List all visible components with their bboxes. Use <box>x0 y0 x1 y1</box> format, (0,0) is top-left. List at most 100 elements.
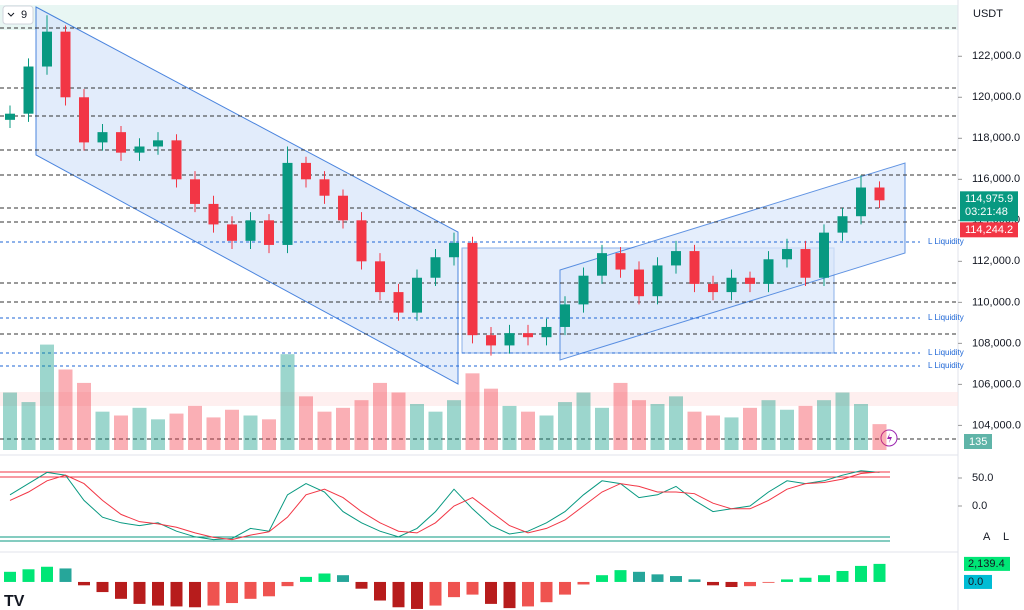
volume-bar <box>817 400 831 450</box>
histogram-bar <box>688 579 701 582</box>
histogram-bar <box>244 581 257 599</box>
volume-bar <box>613 382 628 450</box>
candle-body <box>171 140 182 180</box>
histogram-bar <box>263 581 275 597</box>
histogram-bar <box>707 581 719 586</box>
scale-button[interactable]: L <box>1003 531 1009 543</box>
histogram-bar <box>744 581 756 587</box>
histogram-bar <box>651 574 664 582</box>
histogram-bar <box>670 576 682 582</box>
volume-bar <box>3 392 17 450</box>
volume-bar <box>114 415 128 450</box>
candle-body <box>375 261 385 293</box>
volume-bar <box>58 369 73 450</box>
liquidity-label: L Liquidity <box>928 313 964 322</box>
candle-body <box>245 220 256 241</box>
y-tick-label: 116,000.0 <box>972 173 1020 185</box>
volume-bar <box>243 415 258 450</box>
candle-body <box>208 203 219 225</box>
down-channel <box>35 6 459 385</box>
volume-bar <box>262 419 276 450</box>
candle-body <box>615 253 626 270</box>
volume-bar <box>410 404 424 450</box>
volume-bar <box>373 382 387 450</box>
candle-body <box>800 249 811 278</box>
volume-bar <box>391 392 406 450</box>
histogram-bar <box>503 581 516 609</box>
volume-bar <box>40 344 54 450</box>
liquidity-label: L Liquidity <box>928 348 964 357</box>
volume-bar <box>743 407 757 450</box>
volume-bar <box>132 407 147 450</box>
histogram-bar <box>41 566 53 582</box>
histogram-bar <box>429 581 442 606</box>
candle-body <box>23 66 34 114</box>
volume-bar <box>21 402 36 450</box>
candle-body <box>523 333 533 338</box>
histogram-bar <box>540 581 553 603</box>
volume-bar <box>299 396 313 450</box>
histogram-bar <box>300 576 312 582</box>
candle-body <box>79 97 89 143</box>
volume-bar <box>336 407 350 450</box>
candle-body <box>227 224 237 241</box>
y-tick-label: 50.0 <box>972 472 993 484</box>
scale-button[interactable]: A <box>983 531 991 543</box>
histogram-bar <box>152 581 164 606</box>
volume-bar <box>447 400 461 450</box>
volume-bar <box>835 392 850 450</box>
candle-body <box>560 304 570 327</box>
histogram-bar <box>78 581 90 586</box>
candle-body <box>837 216 848 233</box>
y-tick-label: 0.0 <box>972 500 987 512</box>
hist-badge <box>964 556 1010 571</box>
volume-bar <box>280 354 295 450</box>
interval-label: 9 <box>21 9 27 21</box>
candle-body <box>319 179 330 196</box>
histogram-bar <box>226 581 238 604</box>
candle-body <box>819 232 829 278</box>
histogram-bar <box>22 569 35 582</box>
y-tick-label: 122,000.0 <box>972 50 1021 62</box>
volume-bar <box>632 400 646 450</box>
liquidity-label: L Liquidity <box>928 237 964 246</box>
volume-bar <box>206 417 221 450</box>
histogram-bar <box>725 581 738 588</box>
bolt-icon <box>887 433 892 443</box>
y-tick-label: 108,000.0 <box>972 337 1021 349</box>
candle-body <box>97 132 108 143</box>
y-tick-label: 104,000.0 <box>972 419 1021 431</box>
price-label: 114,975.9 <box>965 193 1013 205</box>
histogram-bar <box>781 579 793 582</box>
countdown-label: 03:21:48 <box>965 206 1008 218</box>
y-tick-label: 106,000.0 <box>972 378 1021 390</box>
histogram-bar <box>614 570 627 582</box>
candle-body <box>504 333 515 346</box>
oscillator-line <box>9 470 880 541</box>
candle-body <box>726 277 737 293</box>
candle-body <box>652 265 663 297</box>
volume-bar <box>558 402 572 450</box>
volume-bar <box>77 382 91 450</box>
candle-body <box>597 253 607 276</box>
volume-bar <box>780 409 794 450</box>
volume-bar <box>706 415 720 450</box>
volume-bar <box>854 404 868 450</box>
price-badge <box>960 191 1018 222</box>
volume-bar <box>484 388 498 450</box>
currency-label: USDT <box>973 8 1003 20</box>
candle-body <box>856 187 866 217</box>
volume-bar <box>169 413 184 450</box>
volume-bar <box>872 424 887 450</box>
histogram-bar <box>133 581 146 604</box>
histogram-bar <box>337 575 349 582</box>
histogram-bar <box>485 581 497 604</box>
histogram-bar <box>281 581 294 587</box>
candle-body <box>689 251 700 284</box>
candle-body <box>190 179 200 204</box>
y-tick-label: 118,000.0 <box>972 132 1020 144</box>
candle-body <box>5 113 15 120</box>
interval-button[interactable] <box>2 5 34 25</box>
